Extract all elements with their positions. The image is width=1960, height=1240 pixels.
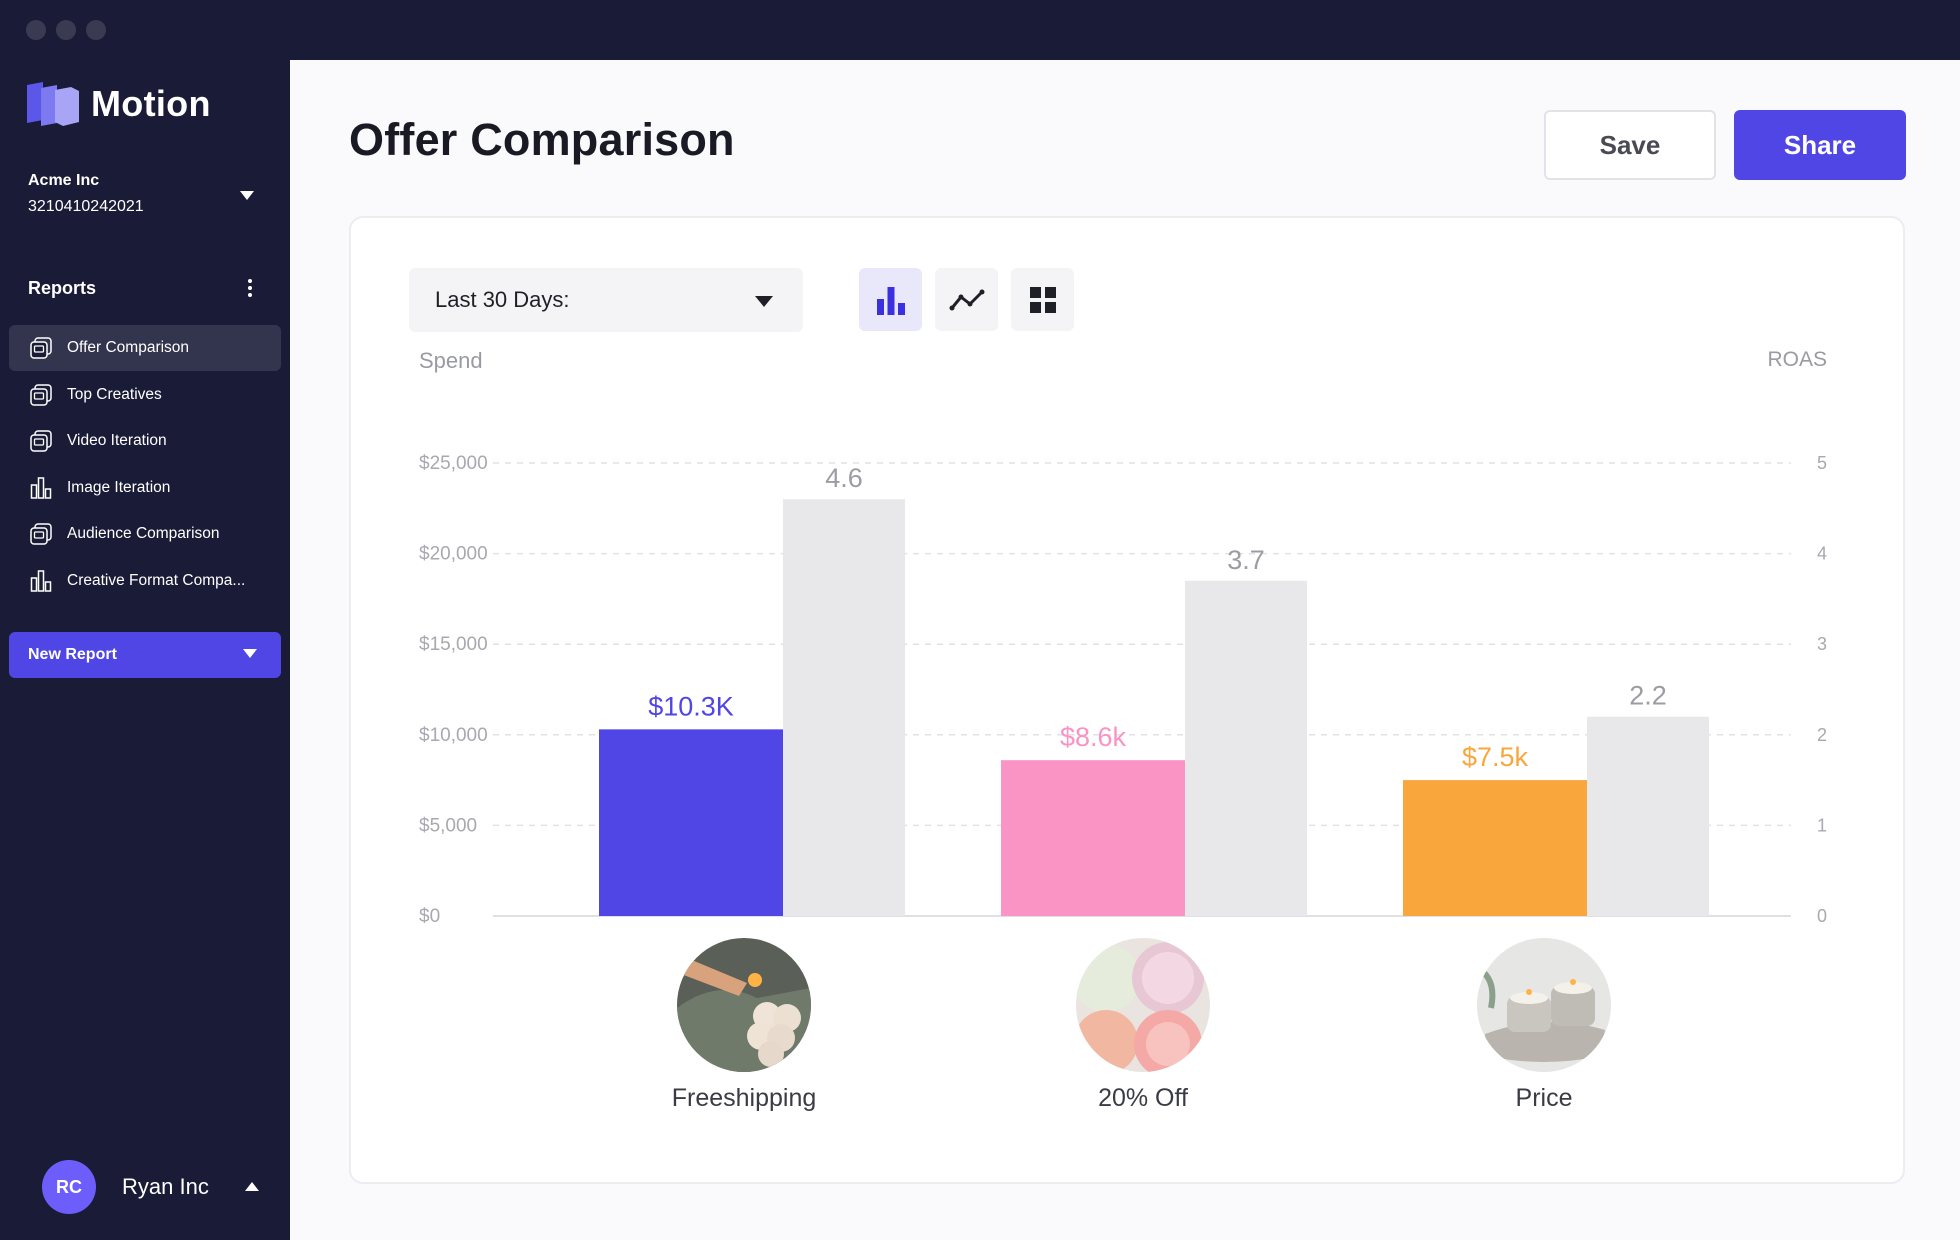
spend-bar (1001, 760, 1185, 916)
y2-tick-label: 1 (1817, 815, 1827, 835)
report-icon (30, 337, 52, 359)
y2-tick-label: 0 (1817, 906, 1827, 926)
category-label: Price (1515, 1084, 1573, 1112)
y-tick-label: $20,000 (419, 544, 488, 565)
sidebar-item-0[interactable]: Offer Comparison (9, 325, 281, 371)
y-axis-title: Spend (419, 348, 483, 373)
user-menu[interactable]: RC Ryan Inc (42, 1160, 259, 1214)
sidebar-item-1[interactable]: Top Creatives (9, 372, 281, 418)
user-name: Ryan Inc (122, 1174, 209, 1199)
reports-nav: Offer Comparison Top Creatives Video Itera… (9, 325, 281, 604)
sidebar-item-2[interactable]: Video Iteration (9, 418, 281, 464)
brand-name: Motion (91, 83, 211, 124)
line-chart-view-button[interactable] (935, 268, 998, 331)
grid-view-button[interactable] (1011, 268, 1074, 331)
y2-tick-label: 3 (1817, 634, 1827, 654)
sidebar-item-label: Image Iteration (67, 478, 171, 496)
sidebar-item-5[interactable]: Creative Format Compa... (9, 558, 281, 604)
report-card: Last 30 Days: Spend ROAS $0 0 $5,000 1 $10,000… (349, 216, 1905, 1184)
chevron-down-icon (755, 296, 773, 307)
y2-tick-label: 5 (1817, 453, 1827, 473)
new-report-label: New Report (28, 646, 117, 663)
y-tick-label: $10,000 (419, 725, 488, 746)
sidebar-item-3[interactable]: Image Iteration (9, 465, 281, 511)
main-content: Offer Comparison Save Share Last 30 Days… (290, 60, 1960, 1240)
window-minimize-button[interactable] (56, 20, 76, 40)
y2-tick-label: 2 (1817, 725, 1827, 745)
roas-value-label: 2.2 (1629, 681, 1667, 711)
chevron-down-icon[interactable] (240, 191, 254, 200)
account-switcher[interactable]: Acme Inc 3210410242021 (28, 172, 144, 216)
category-label: 20% Off (1098, 1084, 1188, 1112)
window-close-button[interactable] (26, 20, 46, 40)
roas-value-label: 3.7 (1227, 545, 1265, 575)
avatar: RC (42, 1160, 96, 1214)
stone-candles-image (1477, 938, 1611, 1072)
bar-chart-icon (876, 286, 905, 315)
sidebar-item-label: Creative Format Compa... (67, 571, 246, 589)
spend-value-label: $8.6k (1060, 722, 1127, 752)
spend-bar (599, 729, 783, 916)
date-range-value: Last 30 Days: (435, 287, 570, 312)
bar-chart-outline-icon (30, 476, 52, 499)
category-label: Freeshipping (671, 1084, 817, 1112)
sidebar-item-label: Audience Comparison (67, 525, 220, 542)
y-tick-label: $15,000 (419, 634, 488, 655)
chevron-up-icon (245, 1182, 259, 1191)
offer-comparison-chart: Spend ROAS $0 0 $5,000 1 $10,000 2 $15,000 3 $20,0… (419, 348, 1827, 927)
share-button[interactable]: Share (1734, 110, 1906, 180)
save-button[interactable]: Save (1544, 110, 1716, 180)
bar-chart-outline-icon (30, 569, 52, 592)
motion-logo-icon (27, 82, 79, 126)
bar-chart-view-button[interactable] (859, 268, 922, 331)
roas-bar (783, 499, 905, 916)
roas-bar (1587, 716, 1709, 916)
spend-value-label: $7.5k (1462, 742, 1529, 772)
line-chart-icon (949, 289, 984, 310)
roas-value-label: 4.6 (825, 463, 863, 493)
report-icon (30, 383, 52, 406)
report-icon (30, 523, 52, 545)
spend-value-label: $10.3K (648, 691, 734, 721)
candle-image (677, 938, 811, 1072)
window-titlebar (0, 0, 1960, 60)
more-vertical-icon[interactable] (240, 276, 260, 300)
sidebar-item-4[interactable]: Audience Comparison (9, 511, 281, 557)
freeshipping-creative-thumbnail[interactable] (677, 938, 811, 1072)
sidebar-item-label: Video Iteration (67, 432, 167, 449)
new-report-button[interactable]: New Report (9, 632, 281, 678)
sidebar-item-label: Offer Comparison (67, 339, 190, 356)
account-id: 3210410242021 (28, 198, 144, 215)
roas-bar (1185, 580, 1307, 916)
page-title: Offer Comparison (349, 114, 735, 165)
price-creative-thumbnail[interactable] (1477, 938, 1611, 1072)
grid-icon (1029, 286, 1056, 313)
y-tick-label: $5,000 (419, 815, 477, 836)
spend-bar (1403, 780, 1587, 916)
candles-image (1076, 938, 1210, 1072)
y-tick-label: $0 (419, 906, 440, 927)
chevron-down-icon (243, 649, 257, 658)
window-maximize-button[interactable] (86, 20, 106, 40)
brand-logo[interactable]: Motion (27, 82, 211, 126)
sidebar: Motion Acme Inc 3210410242021 Reports Of… (0, 60, 290, 1240)
20-off-creative-thumbnail[interactable] (1076, 938, 1210, 1072)
y2-axis-title: ROAS (1767, 348, 1827, 371)
date-range-select[interactable]: Last 30 Days: (409, 268, 803, 332)
reports-section-title: Reports (28, 278, 97, 298)
report-icon (30, 430, 52, 452)
account-name: Acme Inc (28, 172, 100, 189)
y2-tick-label: 4 (1817, 544, 1827, 564)
sidebar-item-label: Top Creatives (67, 385, 162, 403)
y-tick-label: $25,000 (419, 453, 488, 474)
